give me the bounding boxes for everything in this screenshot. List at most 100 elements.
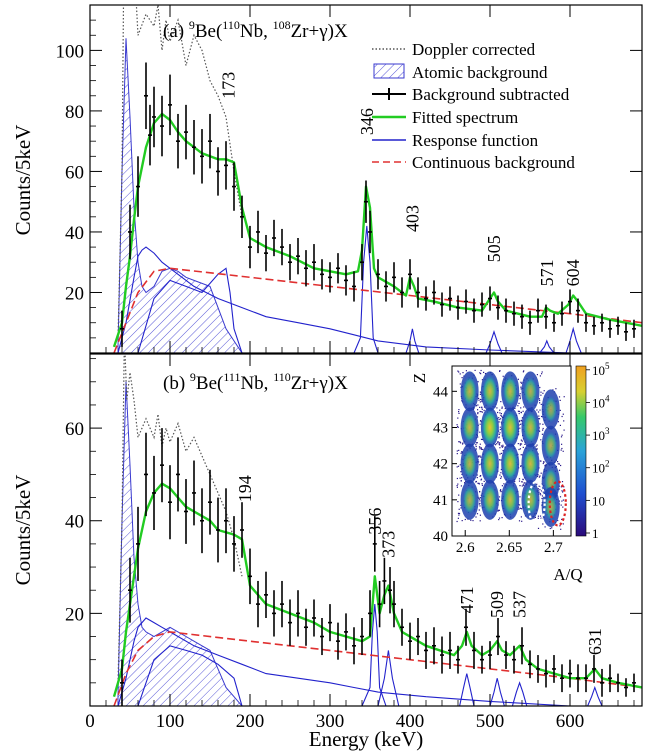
panel-b-data-point [408, 622, 412, 660]
panel-a-plot [112, 5, 642, 353]
panel-a-data-point [176, 113, 180, 169]
panel-a-y-ticks: 20 40 60 80 100 [56, 19, 642, 339]
panel-b-response-7 [587, 685, 603, 706]
inset-scatter-point [460, 452, 462, 454]
panel-b-peak-label: 631 [585, 628, 605, 655]
panel-b-atomic-background-layer [117, 381, 243, 706]
inset-scatter-point [479, 497, 481, 499]
panel-a-response-1 [137, 267, 243, 353]
inset-scatter-point [540, 439, 542, 441]
inset-scatter-point [456, 520, 458, 523]
panel-b-data-point [144, 432, 148, 517]
inset-scatter-point [499, 442, 501, 444]
inset-scatter-point [522, 478, 524, 480]
inset-scatter-point [539, 515, 542, 517]
inset-blob [522, 483, 539, 517]
panel-a-data-point [520, 304, 524, 329]
inset-scatter-point [499, 409, 501, 411]
panel-b-data-point [400, 608, 404, 646]
x-axis-label: Energy (keV) [309, 727, 424, 751]
inset-scatter-point [458, 411, 460, 413]
panel-a-data-point [328, 262, 332, 293]
panel-a-data-point [136, 156, 140, 217]
panel-b-data-point [448, 631, 452, 669]
inset-scatter-point [479, 393, 481, 395]
panel-a-response-layer [117, 225, 642, 353]
inset-scatter-point [540, 403, 542, 405]
inset-scatter-point [501, 517, 503, 519]
inset-colorbar-tick-label: 10 [592, 493, 605, 508]
panel-a-doppler-layer [117, 5, 243, 338]
panel-a-response-0 [117, 246, 642, 353]
panel-b-data-point [336, 622, 340, 660]
inset-scatter-point [497, 441, 499, 444]
inset-scatter-point [540, 391, 542, 393]
inset-scatter-point [518, 421, 521, 423]
inset-y-tick-label: 42 [433, 457, 448, 473]
inset-scatter-point [478, 482, 480, 484]
panel-b-data-point [388, 567, 392, 614]
inset-scatter-point [543, 461, 545, 463]
panel-b-continuous-background [113, 631, 642, 706]
inset-scatter-point [539, 489, 541, 491]
inset-scatter-point [461, 477, 463, 479]
panel-a-data-point [600, 313, 604, 332]
inset-scatter-point [519, 443, 521, 445]
inset-scatter-point [481, 483, 483, 485]
inset-scatter-point [538, 398, 540, 400]
inset-frame [451, 365, 572, 537]
inset-scatter-point [476, 474, 478, 476]
panel-a-data-point [232, 162, 236, 211]
panel-a-data-point [408, 259, 412, 290]
inset-scatter-point [561, 443, 563, 445]
inset-x-tick-label: 2.7 [544, 540, 563, 556]
panel-b-ylabel: Counts/5keV [11, 475, 35, 586]
x-tick-label: 300 [316, 711, 345, 732]
panel-b-data-point [536, 655, 540, 683]
inset-scatter-point [559, 399, 561, 401]
panel-a-data-point [432, 280, 436, 305]
panel-a-data-point [192, 119, 196, 175]
inset-blob [522, 446, 539, 482]
panel-a-fitted-spectrum [112, 112, 642, 348]
panel-a-response-2 [353, 225, 379, 353]
inset-scatter-point [523, 370, 525, 372]
inset-scatter-point [522, 410, 524, 412]
panel-a-data-point [128, 204, 132, 260]
panel-b-data-point [496, 618, 500, 656]
inset-x-ticks: 2.6 2.65 2.7 [456, 530, 563, 556]
panel-a-data-point [384, 271, 388, 302]
panel-a-atomic-background-layer [117, 38, 243, 353]
inset-scatter-point [457, 465, 460, 467]
inset-scatter-point [480, 478, 483, 480]
inset-scatter-point [499, 474, 501, 476]
panel-b-data-point [320, 618, 324, 656]
inset-scatter-point [518, 410, 520, 412]
panel-b-title: (b) 9Be(111Nb, 110Zr+γ)X [163, 370, 348, 394]
inset-scatter-point [518, 402, 520, 404]
inset-scatter-point [552, 389, 554, 391]
inset-scatter-point [499, 426, 501, 428]
inset-scatter-point [475, 442, 477, 444]
inset-y-tick-label: 41 [433, 493, 448, 509]
inset-scatter-point [479, 520, 481, 522]
panel-a-data-point [296, 238, 300, 275]
inset-blob [543, 430, 558, 461]
panel-a-data-point [400, 277, 404, 308]
inset-scatter-point [456, 477, 458, 480]
panel-a-data-point [264, 234, 268, 272]
panel-b-data-point [152, 455, 156, 530]
panel-a-title-text-3: Zr+γ)X [291, 21, 348, 42]
inset-scatter-point [519, 496, 521, 498]
panel-a-title-mass-1: 9 [189, 18, 195, 32]
inset-blob-layer [460, 371, 560, 528]
inset-scatter-point [519, 397, 522, 399]
inset-scatter-point [457, 370, 459, 372]
inset-scatter-point [519, 427, 521, 429]
panel-b-response-0 [117, 617, 642, 706]
inset-scatter-point [462, 443, 464, 445]
panel-b-data-point [272, 590, 276, 637]
panel-a-data-point [200, 129, 204, 184]
inset-scatter-point [475, 405, 478, 407]
inset-scatter-point [558, 469, 561, 471]
